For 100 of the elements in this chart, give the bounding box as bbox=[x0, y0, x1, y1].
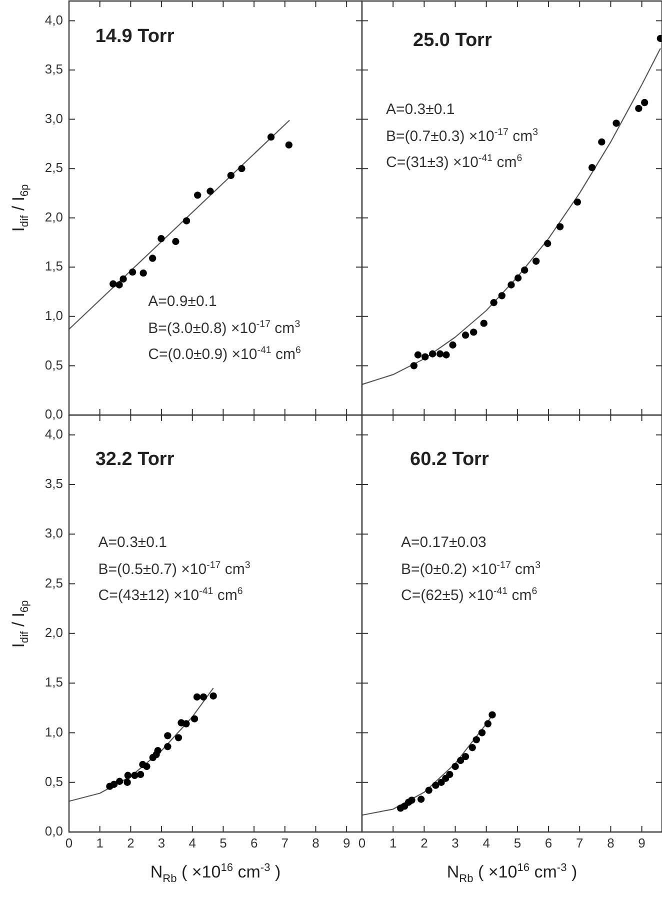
x-tick-label: 0 bbox=[358, 835, 366, 850]
x-tick-label: 3 bbox=[158, 835, 166, 850]
x-tick-label: 7 bbox=[281, 835, 289, 850]
x-tick-label: 9 bbox=[638, 835, 646, 850]
point bbox=[468, 744, 476, 752]
y-tick-label: 1,0 bbox=[44, 308, 63, 324]
point bbox=[120, 275, 127, 283]
y-tick-label: 0,5 bbox=[44, 357, 63, 372]
point bbox=[140, 269, 147, 277]
point bbox=[428, 350, 436, 358]
y-tick-label: 0,0 bbox=[44, 406, 63, 422]
point bbox=[556, 223, 564, 230]
point bbox=[472, 736, 480, 744]
annotation: 32.2 Torr bbox=[95, 448, 174, 471]
point bbox=[143, 762, 150, 770]
x-tick-label: 2 bbox=[127, 835, 134, 850]
annotation: B=(0.7±0.3) ×10$^{-17}$ cm$^{3}$ bbox=[386, 126, 538, 145]
point bbox=[164, 743, 172, 750]
point bbox=[449, 341, 456, 349]
point bbox=[432, 782, 440, 789]
x-tick-label: 5 bbox=[514, 835, 522, 850]
point bbox=[227, 172, 235, 180]
point bbox=[182, 217, 190, 224]
annotation: 14.9 Torr bbox=[95, 26, 174, 48]
annotation: C=(0.0±0.9) ×10$^{-41}$ cm$^{6}$ bbox=[148, 345, 301, 364]
point bbox=[174, 734, 182, 742]
point bbox=[408, 796, 416, 804]
point bbox=[148, 254, 156, 262]
point bbox=[478, 729, 486, 736]
point bbox=[498, 292, 506, 300]
y-tick-label: 0,5 bbox=[44, 774, 63, 789]
annotation: 25.0 Torr bbox=[413, 30, 492, 52]
x-tick-label: 2 bbox=[420, 835, 428, 850]
point bbox=[532, 258, 540, 265]
y-tick-label: 3,5 bbox=[44, 62, 63, 77]
point bbox=[124, 778, 131, 786]
point bbox=[172, 238, 180, 246]
x-axis-title: N$_{Rb}$ ( ×10$^{16}$ cm$^{-3}$ ) bbox=[150, 862, 281, 886]
annotation: A=0.3±0.1 bbox=[98, 534, 167, 552]
x-tick-label: 3 bbox=[452, 835, 459, 850]
x-axis-title: N$_{Rb}$ ( ×10$^{16}$ cm$^{-3}$ ) bbox=[446, 862, 578, 886]
y-tick-label: 1,0 bbox=[44, 724, 63, 740]
point bbox=[436, 350, 444, 358]
annotation: 60.2 Torr bbox=[410, 448, 489, 471]
point bbox=[116, 778, 124, 785]
point bbox=[158, 234, 165, 242]
point bbox=[422, 353, 429, 360]
point bbox=[210, 692, 217, 700]
point bbox=[193, 693, 201, 701]
point bbox=[446, 770, 454, 778]
point bbox=[128, 268, 136, 276]
y-tick-label: 4,0 bbox=[44, 426, 63, 442]
annotation: B=(3.0±0.8) ×10$^{-17}$ cm$^{3}$ bbox=[148, 319, 300, 338]
annotation: B=(0.5±0.7) ×10$^{-17}$ cm$^{3}$ bbox=[98, 560, 250, 578]
x-tick-label: 6 bbox=[544, 835, 552, 850]
point bbox=[154, 746, 162, 754]
x-tick-label: 5 bbox=[220, 835, 227, 850]
point bbox=[442, 351, 450, 358]
point bbox=[488, 711, 496, 718]
annotation: C=(31±3) ×10$^{-41}$ cm$^{6}$ bbox=[386, 152, 522, 171]
point bbox=[182, 720, 190, 728]
point bbox=[267, 133, 275, 141]
point bbox=[110, 280, 117, 288]
y-tick-label: 2,0 bbox=[44, 209, 63, 224]
point bbox=[490, 299, 498, 306]
point bbox=[588, 164, 596, 172]
y-tick-label: 3,0 bbox=[44, 110, 63, 126]
point bbox=[200, 693, 208, 701]
point bbox=[417, 796, 425, 803]
x-tick-label: 1 bbox=[389, 835, 397, 850]
x-tick-label: 4 bbox=[482, 835, 490, 850]
point bbox=[470, 328, 478, 336]
point bbox=[136, 770, 144, 778]
point bbox=[206, 188, 214, 195]
x-tick-label: 1 bbox=[96, 835, 104, 850]
point bbox=[520, 266, 528, 274]
point bbox=[640, 98, 648, 106]
x-tick-label: 8 bbox=[312, 835, 320, 850]
point bbox=[238, 164, 246, 172]
annotation: C=(43±12) ×10$^{-41}$ cm$^{6}$ bbox=[98, 586, 243, 604]
y-tick-label: 3,0 bbox=[44, 526, 63, 541]
point bbox=[410, 362, 418, 370]
x-tick-label: 8 bbox=[607, 835, 614, 850]
point bbox=[480, 320, 488, 327]
annotation: A=0.17±0.03 bbox=[401, 534, 486, 552]
point bbox=[194, 192, 202, 199]
y-tick-label: 3,5 bbox=[44, 476, 63, 492]
x-tick-label: 9 bbox=[342, 835, 350, 850]
point bbox=[508, 281, 515, 288]
point bbox=[425, 786, 432, 794]
point bbox=[124, 772, 132, 780]
point bbox=[612, 120, 620, 127]
x-tick-label: 6 bbox=[250, 835, 258, 850]
annotation: C=(62±5) ×10$^{-41}$ cm$^{6}$ bbox=[401, 586, 538, 604]
point bbox=[574, 198, 582, 206]
x-tick-label: 7 bbox=[576, 835, 584, 850]
point bbox=[598, 138, 606, 146]
point bbox=[484, 720, 492, 728]
annotation: A=0.3±0.1 bbox=[386, 100, 455, 118]
point bbox=[164, 732, 172, 740]
